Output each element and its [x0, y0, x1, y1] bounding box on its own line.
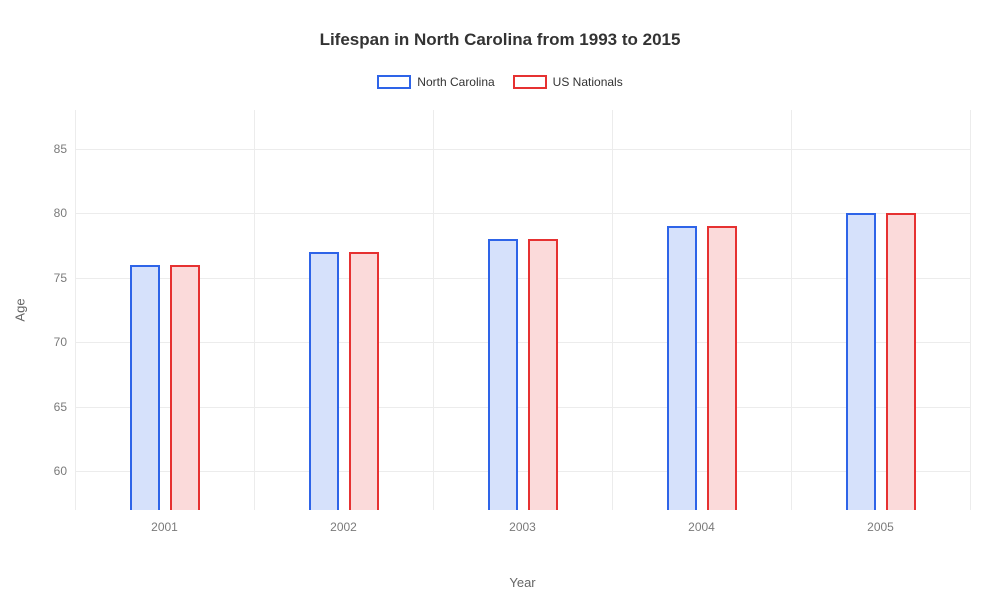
gridline-horizontal [75, 471, 970, 472]
bar [667, 226, 697, 510]
bar [488, 239, 518, 510]
y-tick-label: 85 [35, 142, 75, 156]
y-tick-label: 75 [35, 271, 75, 285]
gridline-vertical [75, 110, 76, 510]
bar [528, 239, 558, 510]
y-tick-label: 70 [35, 335, 75, 349]
gridline-horizontal [75, 213, 970, 214]
gridline-vertical [791, 110, 792, 510]
x-axis-label: Year [75, 575, 970, 590]
x-tick-label: 2001 [151, 510, 178, 534]
gridline-vertical [254, 110, 255, 510]
legend-item: US Nationals [513, 75, 623, 89]
bar [130, 265, 160, 510]
legend-label: North Carolina [417, 75, 494, 89]
gridline-vertical [433, 110, 434, 510]
legend-item: North Carolina [377, 75, 494, 89]
bar [309, 252, 339, 510]
gridline-horizontal [75, 149, 970, 150]
lifespan-chart: Lifespan in North Carolina from 1993 to … [0, 0, 1000, 600]
gridline-horizontal [75, 407, 970, 408]
bar [707, 226, 737, 510]
chart-legend: North Carolina US Nationals [0, 75, 1000, 89]
gridline-vertical [612, 110, 613, 510]
gridline-horizontal [75, 278, 970, 279]
y-axis-label: Age [13, 298, 28, 321]
gridline-horizontal [75, 342, 970, 343]
x-tick-label: 2003 [509, 510, 536, 534]
x-tick-label: 2005 [867, 510, 894, 534]
y-tick-label: 80 [35, 206, 75, 220]
y-tick-label: 65 [35, 400, 75, 414]
x-tick-label: 2002 [330, 510, 357, 534]
legend-swatch [513, 75, 547, 89]
y-tick-label: 60 [35, 464, 75, 478]
gridline-vertical [970, 110, 971, 510]
bar [170, 265, 200, 510]
x-tick-label: 2004 [688, 510, 715, 534]
chart-title: Lifespan in North Carolina from 1993 to … [0, 30, 1000, 50]
legend-swatch [377, 75, 411, 89]
legend-label: US Nationals [553, 75, 623, 89]
bar [846, 213, 876, 510]
plot-area: 60657075808520012002200320042005 [75, 110, 970, 510]
bar [886, 213, 916, 510]
bar [349, 252, 379, 510]
